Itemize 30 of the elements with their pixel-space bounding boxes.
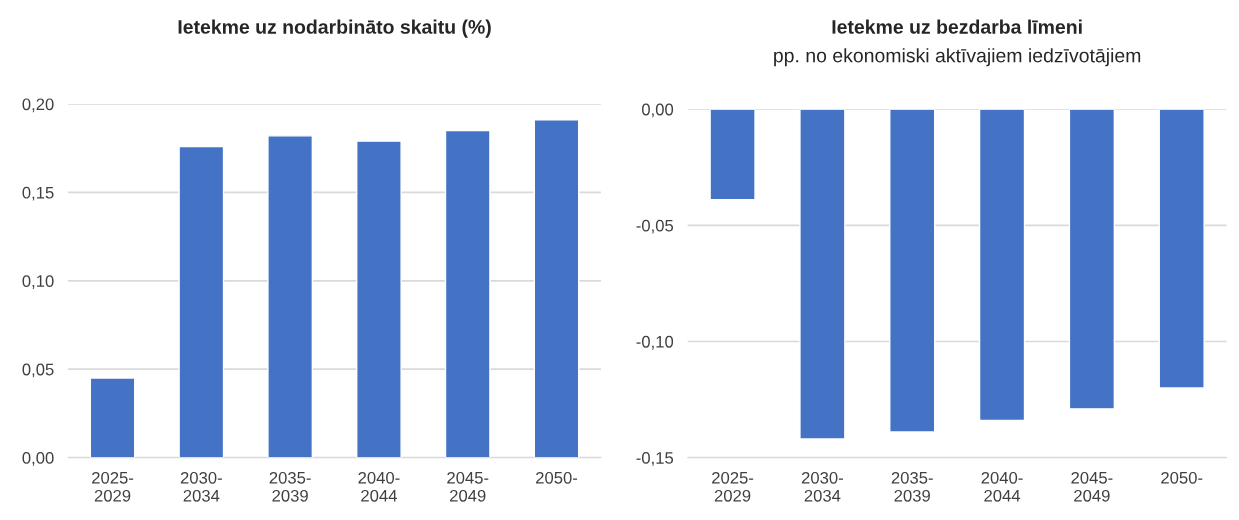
x-tick-label: 2045- 2049 xyxy=(447,471,489,502)
bar xyxy=(89,377,136,458)
bar xyxy=(356,140,402,458)
y-tick-label: -0,05 xyxy=(636,219,674,234)
y-tick-label: -0,10 xyxy=(636,335,674,350)
x-tick-label: 2025- 2029 xyxy=(92,471,134,502)
bar xyxy=(533,119,580,458)
x-tick-label: 2030- 2034 xyxy=(801,471,843,502)
chart-subtitle: pp. no ekonomiski aktīvajiem iedzīvotājiem xyxy=(774,48,1141,67)
y-tick-label: 0,00 xyxy=(22,452,54,466)
x-tick-label: 2050- xyxy=(1161,471,1203,484)
y-tick-label: 0,15 xyxy=(22,186,54,201)
x-tick-label: 2040- 2044 xyxy=(981,471,1023,502)
y-tick-label: 0,20 xyxy=(22,98,54,113)
x-tick-label: 2035- 2039 xyxy=(269,471,311,502)
x-tick-label: 2040- 2044 xyxy=(358,471,400,502)
x-tick-label: 2050- xyxy=(536,471,578,484)
bar xyxy=(267,135,314,458)
chart-title: Ietekme uz bezdarba līmeni xyxy=(832,19,1082,34)
y-tick-label: 0,10 xyxy=(22,275,54,289)
chart-title: Ietekme uz nodarbināto skaitu (%) xyxy=(178,19,491,38)
x-tick-label: 2025- 2029 xyxy=(712,471,754,502)
bar xyxy=(444,129,491,458)
y-tick-label: 0,00 xyxy=(641,103,674,118)
y-tick-label: 0,05 xyxy=(22,363,54,378)
x-tick-label: 2035- 2039 xyxy=(891,471,933,502)
x-tick-label: 2030- 2034 xyxy=(180,471,222,502)
y-tick-label: -0,15 xyxy=(636,452,674,466)
x-tick-label: 2045- 2049 xyxy=(1071,471,1113,502)
bar xyxy=(178,145,225,458)
